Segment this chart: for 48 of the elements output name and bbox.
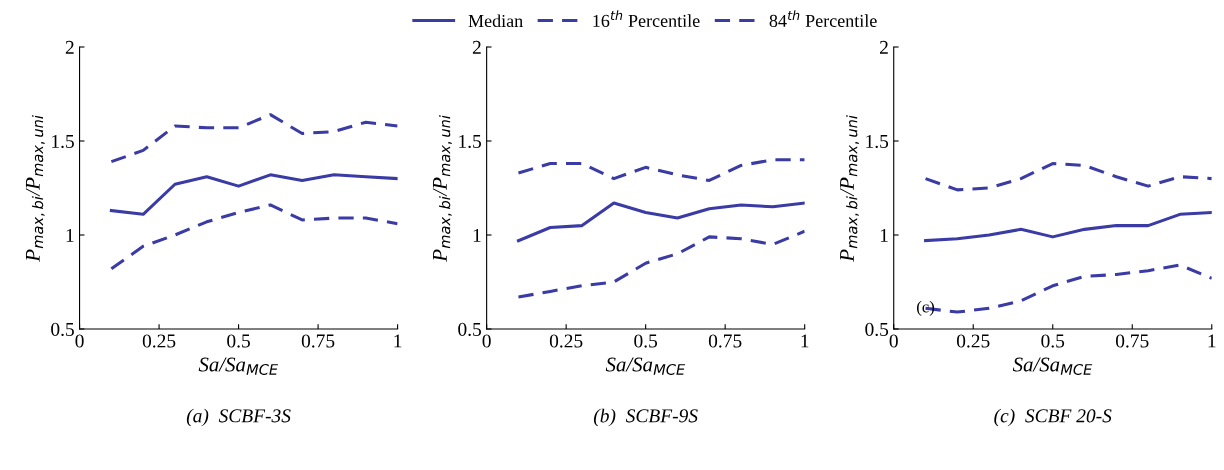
y-tick-label: 1	[66, 228, 74, 242]
x-tick-label: 0.75	[301, 334, 335, 348]
y-tick-label: 1.5	[52, 134, 74, 149]
line-series	[109, 173, 398, 216]
text: (a) SCBF-3S	[186, 408, 291, 427]
legend-label: 16$^{th}$ Percentile	[593, 10, 700, 27]
y-tick-label: 2	[65, 40, 74, 54]
legend-label: 84$^{th}$ Percentile	[769, 10, 877, 27]
line-series	[516, 201, 805, 243]
x-tick-label: 0	[482, 334, 491, 348]
legend-label: Median	[468, 14, 523, 28]
y-tick-label: 1	[473, 228, 481, 242]
x-tick-label: 0	[75, 334, 84, 348]
text: (c) SCBF 20-S	[994, 408, 1112, 427]
line-series	[516, 229, 805, 299]
y-axis-title: P$_{max,bi}$/P$_{max,uni}$	[25, 115, 45, 262]
x-axis-title: Sa/Sa$_{MCE}$	[605, 357, 686, 375]
x-tick-label: 0.25	[956, 334, 990, 348]
x-tick-label: 1	[394, 334, 402, 348]
y-tick-label: 1.5	[459, 134, 482, 149]
y-tick-label: 0.5	[51, 322, 74, 337]
x-tick-label: 0.75	[708, 334, 742, 348]
line-series	[924, 162, 1212, 192]
text: (b) SCBF-9S	[593, 408, 698, 427]
annotation: (c)	[917, 300, 935, 316]
y-tick-label: 0.5	[865, 322, 889, 337]
x-tick-label: 0.5	[227, 334, 250, 348]
y-tick-label: 1	[880, 228, 888, 242]
y-tick-label: 2	[472, 40, 481, 54]
line-series	[109, 203, 398, 271]
x-tick-label: 0.25	[549, 334, 583, 348]
x-tick-label: 0.75	[1115, 334, 1149, 348]
y-tick-label: 2	[880, 40, 888, 54]
y-axis-title: P$_{max,bi}$/P$_{max,uni}$	[840, 115, 859, 262]
line-series	[109, 113, 398, 164]
x-tick-label: 0.5	[634, 334, 658, 348]
x-tick-label: 1	[801, 334, 809, 348]
x-tick-label: 0.5	[1041, 334, 1065, 348]
y-tick-label: 0.5	[458, 322, 482, 337]
line-series	[924, 210, 1212, 243]
line-series	[516, 158, 805, 183]
x-tick-label: 0.25	[142, 334, 176, 348]
y-tick-label: 1.5	[866, 134, 889, 149]
x-axis-title: Sa/Sa$_{MCE}$	[198, 357, 279, 375]
y-axis-title: P$_{max,bi}$/P$_{max,uni}$	[432, 115, 452, 262]
x-tick-label: 0	[889, 334, 898, 348]
x-axis-title: Sa/Sa$_{MCE}$	[1012, 357, 1093, 375]
x-tick-label: 1	[1208, 334, 1216, 348]
